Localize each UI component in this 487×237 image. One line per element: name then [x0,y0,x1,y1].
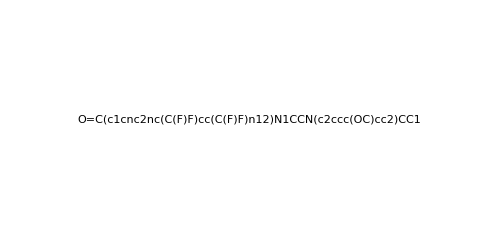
Text: O=C(c1cnc2nc(C(F)F)cc(C(F)F)n12)N1CCN(c2ccc(OC)cc2)CC1: O=C(c1cnc2nc(C(F)F)cc(C(F)F)n12)N1CCN(c2… [78,115,421,125]
